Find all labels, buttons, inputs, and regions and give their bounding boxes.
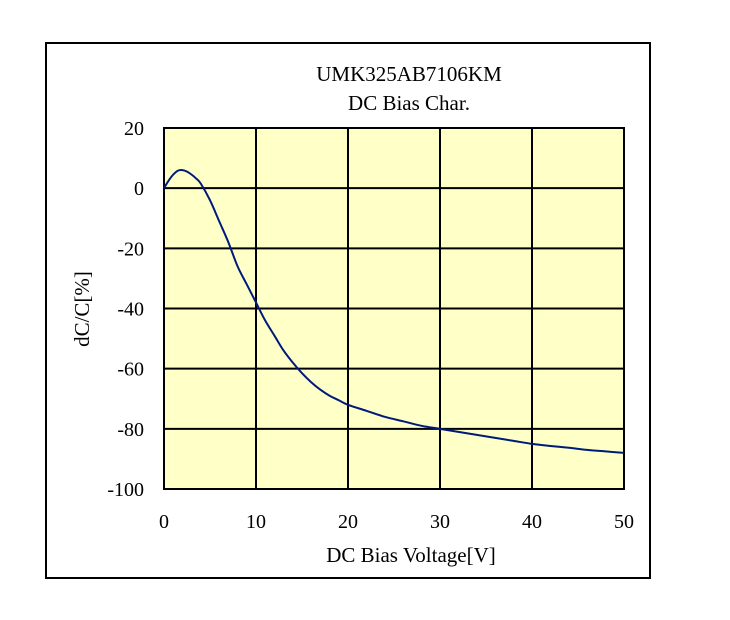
y-axis-label: dC/C[%] bbox=[70, 271, 94, 347]
x-tick-label-3: 30 bbox=[430, 511, 450, 533]
x-axis-label: DC Bias Voltage[V] bbox=[326, 543, 496, 567]
dc-bias-chart: 20 0 -20 -40 -60 -80 -100 0 10 20 30 40 50 UMK325AB… bbox=[70, 62, 634, 567]
x-tick-label-5: 50 bbox=[614, 511, 634, 533]
x-tick-label-4: 40 bbox=[522, 511, 542, 533]
x-tick-labels: 0 10 20 30 40 50 bbox=[159, 511, 634, 533]
y-tick-label-3: -40 bbox=[117, 299, 144, 321]
y-tick-label-4: -60 bbox=[117, 359, 144, 381]
capacitance-change-line bbox=[163, 169, 625, 454]
chart-subtitle: DC Bias Char. bbox=[348, 91, 470, 115]
chart-title: UMK325AB7106KM bbox=[316, 62, 502, 86]
y-tick-label-0: 20 bbox=[124, 118, 144, 140]
y-tick-label-6: -100 bbox=[107, 479, 144, 501]
x-tick-label-2: 20 bbox=[338, 511, 358, 533]
chart-frame: 20 0 -20 -40 -60 -80 -100 0 10 20 30 40 50 UMK325AB… bbox=[45, 42, 651, 579]
y-tick-labels: 20 0 -20 -40 -60 -80 -100 bbox=[107, 118, 144, 501]
y-tick-label-2: -20 bbox=[117, 238, 144, 260]
y-tick-label-1: 0 bbox=[134, 178, 144, 200]
grid-lines bbox=[163, 127, 625, 490]
x-tick-label-1: 10 bbox=[246, 511, 266, 533]
y-tick-label-5: -80 bbox=[117, 419, 144, 441]
plot-border bbox=[163, 127, 625, 490]
x-tick-label-0: 0 bbox=[159, 511, 169, 533]
